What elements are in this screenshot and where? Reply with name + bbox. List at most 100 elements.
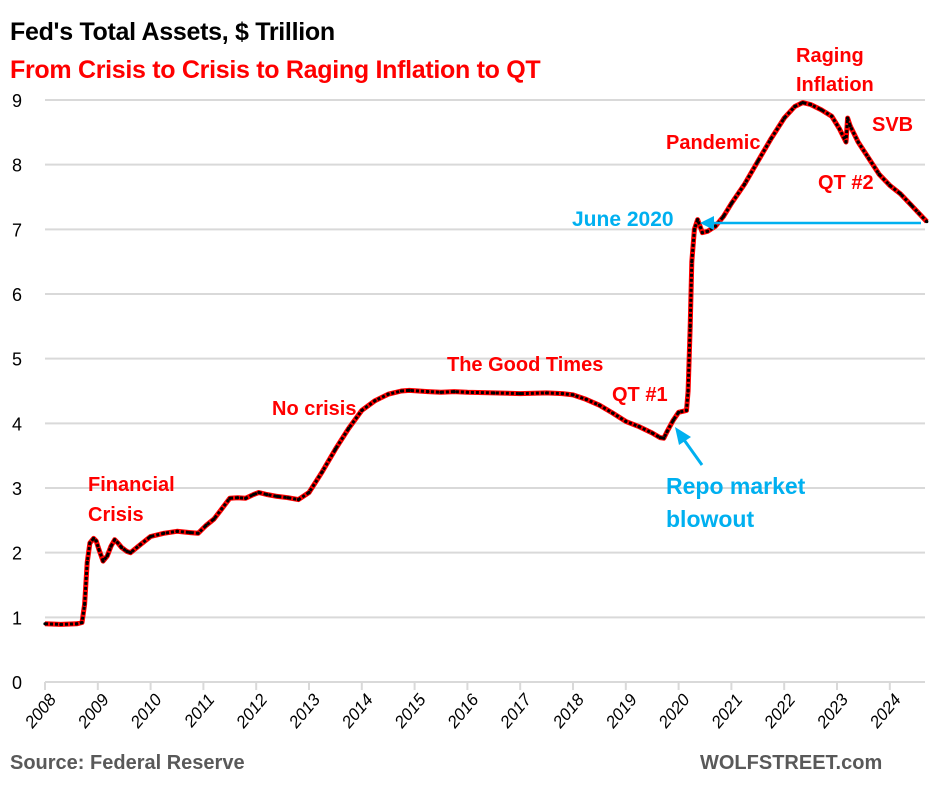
data-point: [43, 622, 47, 626]
data-point: [925, 219, 929, 224]
data-point: [690, 260, 694, 264]
data-point: [333, 447, 337, 451]
data-point: [296, 498, 301, 502]
data-point: [257, 490, 261, 495]
x-tick-label: 2022: [760, 690, 800, 732]
data-point: [244, 496, 248, 500]
y-tick-label: 7: [12, 220, 22, 240]
data-point: [898, 192, 902, 196]
data-point: [91, 536, 96, 541]
data-point: [101, 559, 105, 563]
data-point: [116, 541, 120, 545]
data-point: [465, 390, 469, 394]
annotation-repo-line2: blowout: [666, 506, 754, 532]
data-point: [700, 230, 704, 235]
data-point: [320, 470, 324, 474]
data-point: [721, 214, 726, 218]
data-point: [386, 392, 390, 396]
x-tick-label: 2015: [390, 690, 430, 732]
annotation-repo-line1: Repo market: [666, 473, 806, 499]
x-tick-label: 2009: [73, 690, 113, 732]
data-point: [696, 218, 700, 222]
data-point: [373, 399, 377, 403]
data-point: [286, 496, 290, 500]
data-point: [909, 203, 913, 207]
x-tick-label: 2018: [549, 690, 589, 732]
data-point: [830, 114, 834, 118]
y-tick-label: 2: [12, 544, 22, 564]
data-point: [611, 411, 615, 415]
y-tick-label: 5: [12, 350, 22, 370]
data-point: [399, 389, 403, 393]
x-tick-label: 2014: [337, 690, 377, 732]
annotation-qt2: QT #2: [818, 172, 874, 194]
y-tick-label: 3: [12, 479, 22, 499]
x-axis: [44, 681, 925, 690]
data-point: [75, 622, 79, 626]
y-tick-label: 6: [12, 285, 22, 305]
x-tick-label: 2008: [21, 690, 61, 732]
data-point: [845, 116, 850, 120]
data-point: [877, 172, 881, 176]
data-point: [917, 211, 921, 215]
y-tick-label: 4: [12, 414, 22, 434]
x-tick-label: 2017: [496, 690, 536, 732]
x-tick-label: 2019: [601, 690, 641, 732]
data-point: [665, 430, 669, 434]
data-point: [584, 397, 588, 402]
data-point: [671, 418, 675, 422]
data-point: [793, 104, 797, 109]
data-point: [662, 436, 666, 440]
data-point: [88, 541, 92, 545]
data-point: [80, 620, 84, 625]
annotation-good-times: The Good Times: [447, 354, 603, 376]
data-point: [688, 324, 692, 328]
data-point: [801, 100, 805, 105]
annotation-raging-line1: Raging: [796, 45, 864, 67]
data-point: [228, 496, 232, 500]
annotation-svb: SVB: [872, 114, 913, 136]
data-point: [113, 538, 117, 542]
brand-label: WOLFSTREET.com: [700, 752, 883, 774]
data-point: [212, 517, 216, 521]
data-point: [251, 492, 256, 497]
annotation-financial-crisis-line2: Crisis: [88, 504, 144, 526]
y-axis-ticks: 0 1 2 3 4 5 6 7 8 9: [12, 91, 22, 693]
data-point: [856, 140, 860, 144]
data-point: [125, 549, 129, 553]
x-tick-label: 2013: [285, 690, 325, 732]
chart-subtitle: From Crisis to Crisis to Raging Inflatio…: [10, 56, 541, 84]
x-tick-label: 2021: [707, 690, 747, 732]
y-tick-label: 0: [12, 673, 22, 693]
data-point: [360, 408, 364, 412]
annotation-no-crisis: No crisis: [272, 398, 356, 420]
x-tick-label: 2023: [813, 690, 853, 732]
data-point: [347, 426, 351, 431]
data-point: [729, 201, 734, 206]
data-point: [624, 419, 628, 423]
data-point: [848, 124, 852, 128]
annotation-june-2020: June 2020: [572, 208, 674, 231]
data-point: [677, 410, 681, 414]
y-tick-label: 8: [12, 156, 22, 176]
data-point: [692, 227, 697, 231]
data-point: [452, 390, 456, 394]
data-point: [684, 408, 689, 412]
data-point: [162, 531, 166, 535]
data-point: [204, 523, 208, 528]
data-point: [105, 554, 109, 558]
data-point: [188, 531, 192, 535]
data-point: [782, 116, 786, 120]
data-point: [867, 156, 871, 160]
y-tick-label: 1: [12, 608, 22, 628]
data-point: [196, 531, 200, 535]
data-point: [149, 534, 153, 539]
data-point: [128, 551, 133, 555]
x-tick-label: 2011: [180, 690, 219, 731]
data-point: [819, 108, 823, 112]
data-point: [769, 137, 773, 141]
data-point: [119, 545, 124, 550]
x-tick-label: 2024: [865, 690, 905, 732]
y-tick-label: 9: [12, 91, 22, 111]
x-tick-label: 2016: [443, 690, 483, 732]
